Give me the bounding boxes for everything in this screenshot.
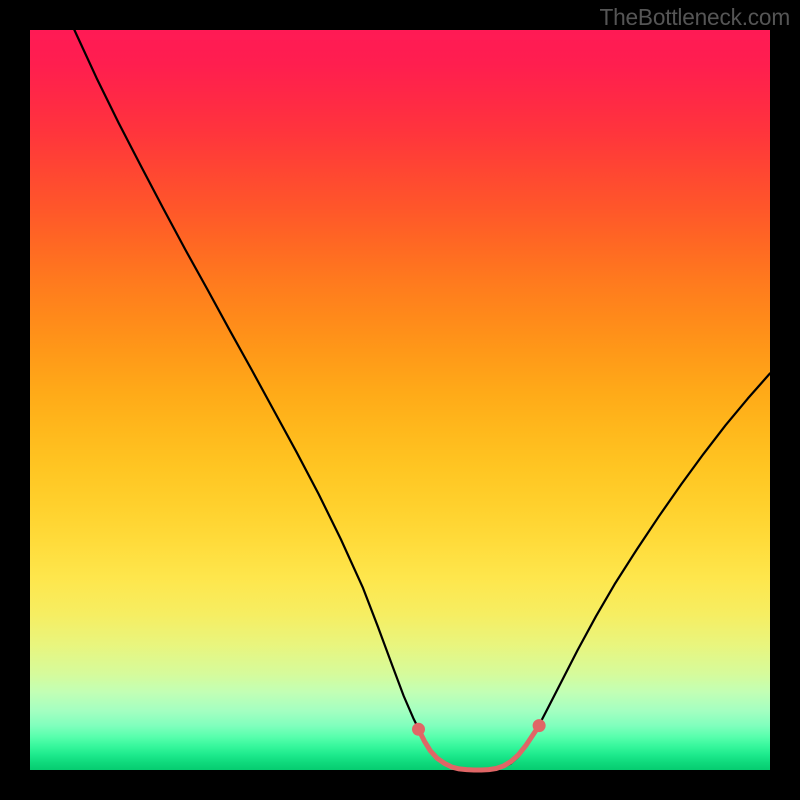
chart-svg (0, 0, 800, 800)
plot-gradient-background (30, 30, 770, 770)
chart-container: TheBottleneck.com (0, 0, 800, 800)
flat-segment-start-dot (412, 723, 425, 736)
flat-segment-end-dot (533, 719, 546, 732)
attribution-text: TheBottleneck.com (599, 4, 790, 31)
